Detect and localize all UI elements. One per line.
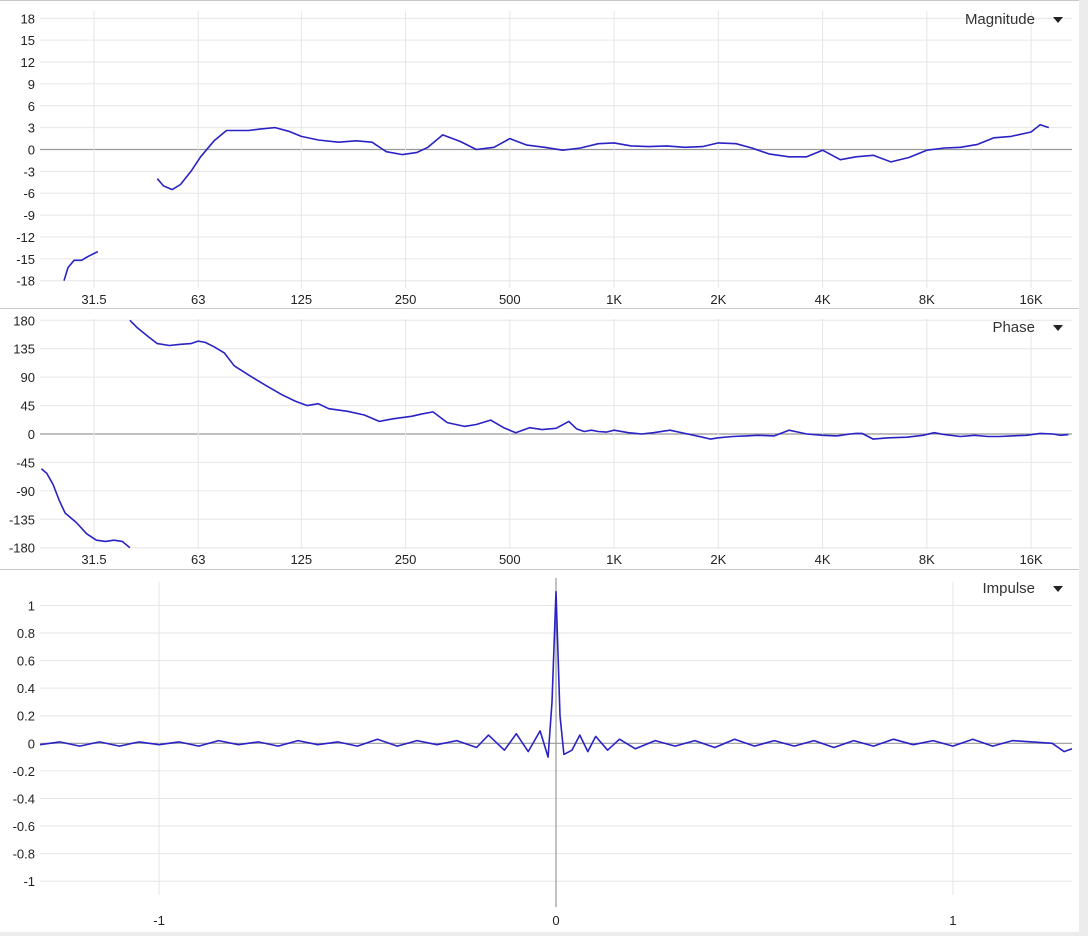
chevron-down-icon[interactable] (1053, 585, 1063, 592)
y-tick-label: -90 (16, 484, 35, 499)
x-tick-label: 0 (552, 913, 559, 928)
magnitude-plot-selector[interactable]: Magnitude (965, 11, 1063, 28)
x-tick-label: 63 (191, 552, 205, 567)
x-tick-label: 4K (815, 292, 831, 307)
x-tick-label: 250 (395, 552, 417, 567)
magnitude-panel: 18 15 12 9 6 3 0 -3 -6 -9 -12 -15 -18 31.5 63 125 250 500… (0, 0, 1079, 309)
y-tick-label: -135 (9, 512, 35, 527)
x-tick-label: 500 (499, 292, 521, 307)
y-tick-label: 45 (21, 399, 35, 414)
chevron-down-icon[interactable] (1053, 324, 1063, 331)
x-tick-label: 4K (815, 552, 831, 567)
y-tick-label: -0.8 (13, 847, 35, 862)
x-tick-label: 125 (290, 552, 312, 567)
phase-trace-segment-0 (40, 468, 131, 549)
y-tick-label: -0.2 (13, 764, 35, 779)
y-tick-label: 0.8 (17, 626, 35, 641)
magnitude-trace-segment-0 (63, 250, 99, 281)
x-tick-label: 250 (395, 292, 417, 307)
y-tick-label: -180 (9, 541, 35, 556)
x-tick-label: 31.5 (81, 292, 106, 307)
y-tick-label: -3 (23, 164, 35, 179)
impulse-trace-segment-0 (39, 590, 1073, 758)
x-tick-label: 8K (919, 292, 935, 307)
y-tick-label: 9 (28, 77, 35, 92)
y-tick-label: 0 (28, 736, 35, 751)
y-tick-label: -0.4 (13, 791, 35, 806)
x-tick-label: 500 (499, 552, 521, 567)
phase-selector-label: Phase (992, 319, 1035, 336)
x-tick-label: 8K (919, 552, 935, 567)
y-tick-label: 18 (21, 11, 35, 26)
y-tick-label: -0.6 (13, 819, 35, 834)
y-tick-label: -15 (16, 252, 35, 267)
y-tick-label: -9 (23, 208, 35, 223)
x-tick-label: 1 (949, 913, 956, 928)
magnitude-selector-label: Magnitude (964, 11, 1035, 28)
y-tick-label: 3 (28, 121, 35, 136)
chevron-down-icon[interactable] (1053, 16, 1063, 23)
y-tick-label: -18 (16, 274, 35, 289)
phase-panel: 180 135 90 45 0 -45 -90 -135 -180 31.5 63 125 250 500… (0, 308, 1079, 569)
x-tick-label: 63 (191, 292, 205, 307)
y-tick-label: -1 (23, 874, 35, 889)
magnitude-trace-segment-1 (156, 123, 1050, 191)
y-tick-label: 0 (28, 143, 35, 158)
impulse-panel: 1 0.8 0.6 0.4 0.2 0 -0.2 -0.4 -0.6 -0.8 -1 -1 0 1 Imp… (0, 569, 1079, 932)
y-tick-label: 90 (21, 370, 35, 385)
x-tick-label: 16K (1020, 292, 1043, 307)
y-tick-label: 0 (28, 427, 35, 442)
y-tick-label: 12 (21, 55, 35, 70)
y-tick-label: 0.6 (17, 654, 35, 669)
phase-plot-selector[interactable]: Phase (992, 319, 1063, 336)
x-tick-label: 1K (606, 552, 622, 567)
y-tick-label: -6 (23, 186, 35, 201)
x-tick-label: 2K (710, 552, 726, 567)
y-tick-label: -12 (16, 230, 35, 245)
y-tick-label: 6 (28, 99, 35, 114)
x-tick-label: -1 (153, 913, 165, 928)
x-tick-label: 125 (290, 292, 312, 307)
x-tick-label: 31.5 (81, 552, 106, 567)
phase-chart: 180 135 90 45 0 -45 -90 -135 -180 31.5 63 125 250 500… (9, 313, 1072, 567)
y-tick-label: 1 (28, 598, 35, 613)
phase-trace-segment-1 (129, 319, 1069, 440)
x-tick-label: 16K (1020, 552, 1043, 567)
impulse-selector-label: Impulse (982, 580, 1035, 597)
impulse-chart: 1 0.8 0.6 0.4 0.2 0 -0.2 -0.4 -0.6 -0.8 -1 -1 0 1 (13, 578, 1073, 928)
scrollbar-track[interactable] (1079, 0, 1088, 936)
y-tick-label: 135 (13, 342, 35, 357)
y-tick-label: 15 (21, 33, 35, 48)
y-tick-label: 0.2 (17, 709, 35, 724)
y-tick-label: 180 (13, 313, 35, 328)
x-tick-label: 1K (606, 292, 622, 307)
y-tick-label: 0.4 (17, 681, 35, 696)
y-tick-label: -45 (16, 455, 35, 470)
x-tick-label: 2K (710, 292, 726, 307)
impulse-plot-selector[interactable]: Impulse (982, 580, 1063, 597)
